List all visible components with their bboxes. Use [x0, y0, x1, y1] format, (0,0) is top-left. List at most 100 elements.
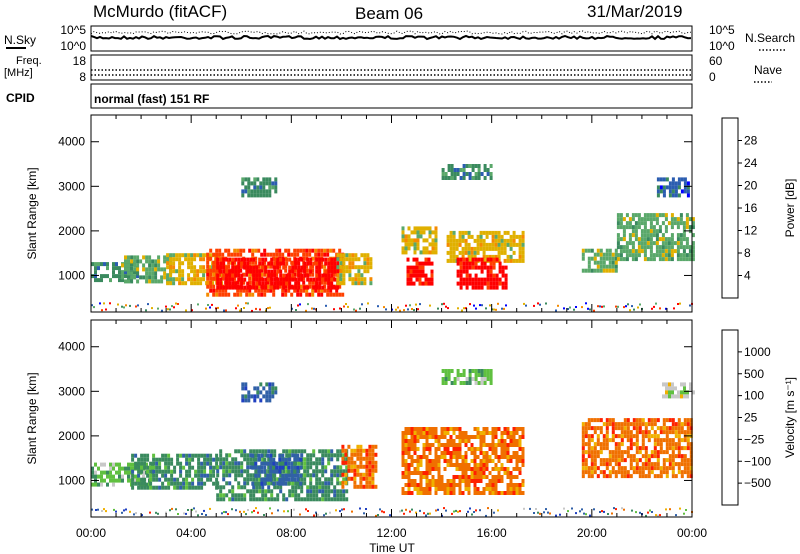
velocity-noise-cell: [567, 510, 569, 513]
velocity-cell: [599, 462, 603, 467]
power-cell: [667, 253, 671, 258]
power-noise-cell: [631, 305, 633, 308]
power-cell: [360, 281, 364, 286]
velocity-cell: [605, 430, 609, 435]
velocity-cell: [362, 464, 366, 469]
velocity-cell: [509, 431, 513, 435]
velocity-cell: [256, 390, 260, 395]
velocity-cell: [680, 446, 684, 451]
velocity-cell: [447, 377, 451, 381]
velocity-cell: [689, 454, 693, 459]
velocity-cell: [629, 462, 633, 467]
power-cell: [679, 233, 683, 238]
velocity-cell: [300, 485, 304, 490]
velocity-cell: [653, 466, 657, 471]
power-noise-cell: [125, 304, 127, 307]
velocity-cell: [419, 487, 423, 491]
velocity-cell: [339, 497, 343, 502]
power-cell: [409, 273, 413, 278]
power-cell: [208, 265, 212, 270]
power-cell: [127, 263, 130, 268]
power-cell: [427, 261, 431, 266]
power-cell: [273, 277, 277, 282]
velocity-noise-cell: [411, 508, 413, 511]
velocity-cell: [252, 493, 256, 498]
power-cell: [269, 264, 273, 269]
velocity-cell: [299, 465, 303, 470]
power-region: [581, 248, 618, 273]
power-noise-cell: [461, 309, 463, 312]
power-cell: [339, 273, 343, 278]
power-cell: [404, 250, 408, 255]
velocity-cell: [353, 476, 357, 481]
velocity-cell: [659, 438, 663, 443]
power-noise-cell: [457, 307, 459, 310]
power-cell: [276, 261, 280, 266]
velocity-cell: [234, 469, 238, 474]
power-cell: [480, 172, 484, 176]
velocity-cell: [146, 473, 150, 478]
velocity-cell: [336, 477, 340, 482]
velocity-cell: [473, 435, 477, 439]
velocity-cell: [434, 435, 438, 439]
velocity-cell: [297, 485, 301, 490]
power-cell: [474, 281, 478, 286]
power-cell: [428, 226, 432, 231]
power-cell: [664, 257, 668, 262]
power-noise-cell: [121, 305, 123, 308]
power-cell: [458, 234, 462, 239]
velocity-cell: [258, 485, 262, 490]
power-cell: [291, 269, 295, 274]
velocity-cell: [344, 460, 348, 465]
power-cell: [193, 277, 197, 282]
velocity-noise-cell: [457, 510, 459, 513]
velocity-cell: [674, 394, 677, 399]
velocity-cell: [215, 461, 219, 466]
velocity-cell: [584, 442, 588, 447]
velocity-cell: [677, 434, 681, 439]
power-cell: [596, 268, 600, 273]
power-cell: [503, 250, 507, 255]
velocity-cell: [467, 483, 471, 487]
power-cell: [602, 268, 606, 273]
velocity-cell: [371, 468, 375, 473]
power-cell: [667, 221, 671, 226]
power-cell: [622, 233, 626, 238]
power-cell: [327, 261, 331, 266]
velocity-cell: [416, 483, 420, 487]
power-cell: [677, 193, 681, 198]
velocity-cell: [333, 489, 337, 494]
power-noise-cell: [469, 303, 471, 306]
velocity-cell: [434, 447, 438, 451]
power-cell: [181, 273, 185, 278]
power-cell: [471, 176, 475, 180]
velocity-noise-cell: [177, 513, 179, 515]
power-cell: [665, 185, 669, 190]
velocity-cell: [215, 477, 219, 482]
power-cell: [599, 248, 603, 253]
velocity-cell: [488, 431, 492, 435]
power-cell: [260, 252, 264, 257]
velocity-cell: [309, 485, 313, 490]
power-cell: [145, 275, 149, 280]
power-cell: [266, 264, 270, 269]
power-cell: [422, 226, 426, 231]
velocity-cell: [209, 465, 213, 470]
power-cell: [151, 259, 155, 264]
power-cell: [202, 277, 206, 282]
velocity-cell: [476, 471, 480, 475]
velocity-cell: [158, 461, 162, 466]
power-cell: [181, 281, 185, 286]
velocity-noise-cell: [429, 512, 431, 515]
power-cell: [492, 257, 496, 262]
power-cell: [338, 248, 342, 253]
power-cell: [121, 275, 124, 280]
velocity-cell: [431, 483, 435, 487]
velocity-cell: [638, 450, 642, 455]
velocity-cell: [231, 497, 235, 502]
power-cell: [498, 281, 502, 286]
velocity-cell: [197, 461, 201, 466]
power-cell: [441, 176, 445, 180]
power-cell: [476, 250, 480, 255]
velocity-cell: [515, 491, 519, 495]
